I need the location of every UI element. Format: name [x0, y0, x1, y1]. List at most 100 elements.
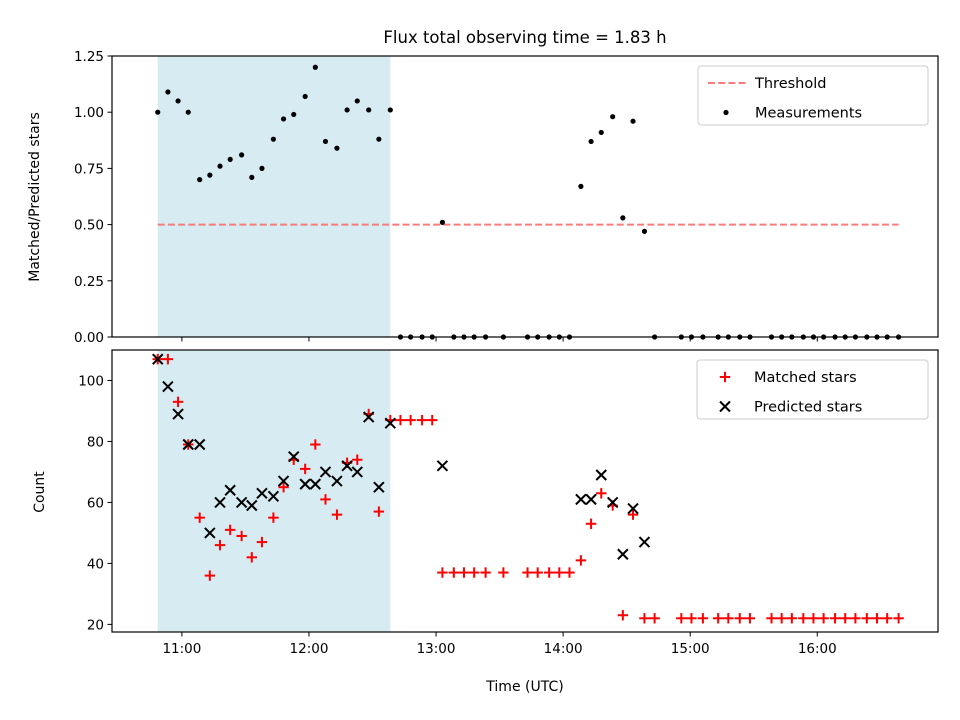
chart-title: Flux total observing time = 1.83 h [383, 28, 666, 47]
matched-star-point [278, 481, 289, 493]
matched-star-point [320, 494, 331, 505]
matched-star-point [437, 567, 448, 578]
x-axis-label: Time (UTC) [485, 679, 563, 695]
bottom-legend: Matched stars Predicted stars [696, 359, 929, 420]
matched-star-point [639, 613, 650, 624]
matched-star-point [543, 567, 555, 578]
measurement-point [387, 107, 393, 113]
matched-star-point [649, 613, 660, 624]
predicted-star-mark-b [638, 536, 651, 548]
predicted-star-mark-b [162, 380, 174, 393]
predicted-star-point [341, 460, 353, 472]
bottom-y-tick-label: 40 [87, 556, 104, 572]
measurement-point [588, 138, 594, 145]
predicted-star-mark-b [235, 496, 248, 509]
predicted-star-point [373, 481, 385, 493]
predicted-star-mark-b [341, 460, 353, 472]
predicted-star-mark-b [152, 353, 164, 365]
measurement-point [175, 98, 181, 104]
bottom-shaded-span [157, 350, 391, 632]
matched-star-point [881, 613, 893, 624]
measurement-point [207, 172, 213, 178]
predicted-star-point [277, 475, 290, 487]
predicted-star-point [299, 478, 311, 490]
matched-star-point [798, 613, 809, 624]
predicted-star-mark-b [319, 466, 332, 478]
top-y-tick-label: 0.00 [74, 330, 104, 346]
legend-measurement-swatch [723, 109, 729, 116]
predicted-star-mark-b [309, 478, 322, 490]
bottom-legend-box [696, 359, 929, 420]
predicted-star-point [585, 493, 597, 506]
top-axes-frame [111, 55, 939, 338]
predicted-star-point [384, 417, 397, 429]
measurement-point [197, 177, 203, 183]
matched-star-point [352, 454, 363, 465]
matched-star-point [744, 613, 756, 624]
matched-star-point [554, 567, 565, 578]
predicted-star-mark-b [267, 490, 280, 503]
predicted-star-mark-b [627, 502, 639, 515]
bottom-y-tick-label: 20 [87, 617, 104, 633]
matched-star-point [786, 613, 798, 624]
measurement-point [249, 174, 255, 180]
predicted-star-point [235, 496, 248, 509]
matched-star-point [194, 512, 205, 523]
predicted-star-point [288, 450, 300, 463]
matched-star-point [697, 613, 709, 624]
matched-star-point [627, 509, 639, 520]
predicted-star-point [193, 438, 206, 451]
matched-star-point [458, 567, 470, 578]
bottom-y-axis-label: Count [32, 471, 48, 513]
predicted-star-point [319, 466, 332, 478]
measurement-point [155, 109, 161, 115]
matched-star-point [448, 567, 460, 578]
matched-star-point [480, 567, 491, 578]
predicted-star-mark-b [204, 527, 216, 539]
top-legend: Threshold Measurements [697, 65, 929, 126]
matched-star-point [861, 613, 873, 624]
matched-star-point [585, 518, 597, 529]
predicted-star-mark-b [224, 484, 236, 496]
measurement-point [185, 109, 191, 115]
predicted-star-mark-b [575, 493, 587, 506]
matched-star-point [676, 613, 687, 624]
matched-star-point [468, 567, 480, 578]
predicted-star-mark-b [193, 438, 206, 451]
top-y-tick-label: 0.75 [74, 161, 104, 177]
matched-star-point [596, 488, 607, 499]
predicted-star-point [638, 536, 651, 548]
x-tick-label: 11:00 [162, 641, 201, 657]
measurement-point [334, 145, 340, 151]
measurement-point [270, 136, 276, 142]
bottom-axes: 20 40 60 80 100 11:00 12:00 13:00 14:00 15:00 16:0… [78, 349, 939, 657]
measurement-point [322, 138, 329, 145]
measurement-point [165, 89, 171, 95]
measurement-point [344, 107, 350, 113]
predicted-star-point [267, 490, 280, 503]
matched-star-point [331, 509, 343, 520]
predicted-star-mark-b [595, 469, 607, 481]
measurement-point [376, 136, 382, 142]
top-shaded-span [157, 56, 391, 337]
predicted-star-point [152, 353, 164, 365]
legend-label: Measurements [755, 106, 862, 122]
predicted-star-point [331, 475, 343, 487]
matched-star-point [893, 613, 904, 624]
matched-star-point [840, 613, 851, 624]
x-tick-label: 16:00 [798, 641, 837, 657]
matched-star-point [256, 536, 268, 548]
matched-star-point [850, 613, 861, 624]
legend-label: Threshold [754, 76, 826, 92]
x-tick-label: 15:00 [671, 641, 710, 657]
matched-star-point [214, 539, 226, 551]
predicted-star-point [436, 460, 449, 472]
measurement-point [354, 98, 360, 104]
matched-star-point [564, 567, 575, 578]
predicted-star-point [617, 548, 629, 560]
predicted-star-point [162, 380, 174, 393]
x-tick-label: 14:00 [544, 641, 583, 657]
matched-star-point [776, 613, 787, 624]
predicted-star-point [595, 469, 607, 481]
bottom-y-tick-label: 80 [87, 434, 104, 450]
